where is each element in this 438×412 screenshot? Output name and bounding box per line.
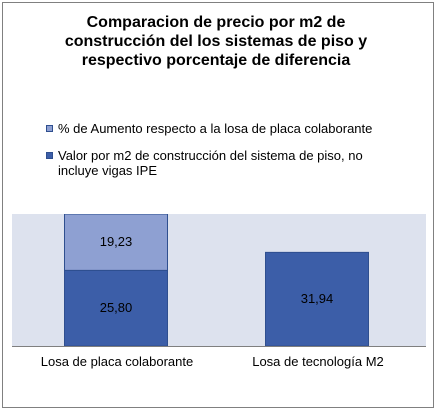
plot-area: 25,80 19,23 31,94 bbox=[12, 214, 426, 347]
chart-title-line-3: respectivo porcentaje de diferencia bbox=[81, 52, 351, 69]
chart-title-line-2: construcción del los sistemas de piso y bbox=[64, 33, 368, 50]
legend-label-aumento: % de Aumento respecto a la losa de placa… bbox=[58, 121, 373, 136]
data-label-losa-placa-series-1: 19,23 bbox=[100, 234, 133, 249]
bar-losa-m2-series-0 bbox=[265, 251, 369, 346]
legend-item-aumento: % de Aumento respecto a la losa de placa… bbox=[46, 121, 406, 136]
x-tick-label-losa-m2: Losa de tecnología M2 bbox=[252, 354, 384, 369]
legend-swatch-valor bbox=[46, 152, 53, 159]
chart-title: Comparacion de precio por m2 de construc… bbox=[0, 13, 432, 70]
bar-losa-placa-series-1 bbox=[64, 214, 168, 271]
x-tick-label-losa-placa: Losa de placa colaborante bbox=[40, 354, 194, 369]
legend-item-valor: Valor por m2 de construcción del sistema… bbox=[46, 148, 406, 178]
bar-losa-placa-series-0 bbox=[64, 269, 168, 346]
legend-label-valor: Valor por m2 de construcción del sistema… bbox=[58, 148, 363, 178]
data-label-losa-m2-series-0: 31,94 bbox=[301, 291, 334, 306]
legend-swatch-aumento bbox=[46, 125, 53, 132]
data-label-losa-placa-series-0: 25,80 bbox=[100, 300, 133, 315]
chart-title-line-1: Comparacion de precio por m2 de bbox=[86, 14, 346, 31]
chart-legend: % de Aumento respecto a la losa de placa… bbox=[46, 121, 406, 190]
bar-chart-svg: 25,80 19,23 31,94 bbox=[64, 214, 369, 346]
